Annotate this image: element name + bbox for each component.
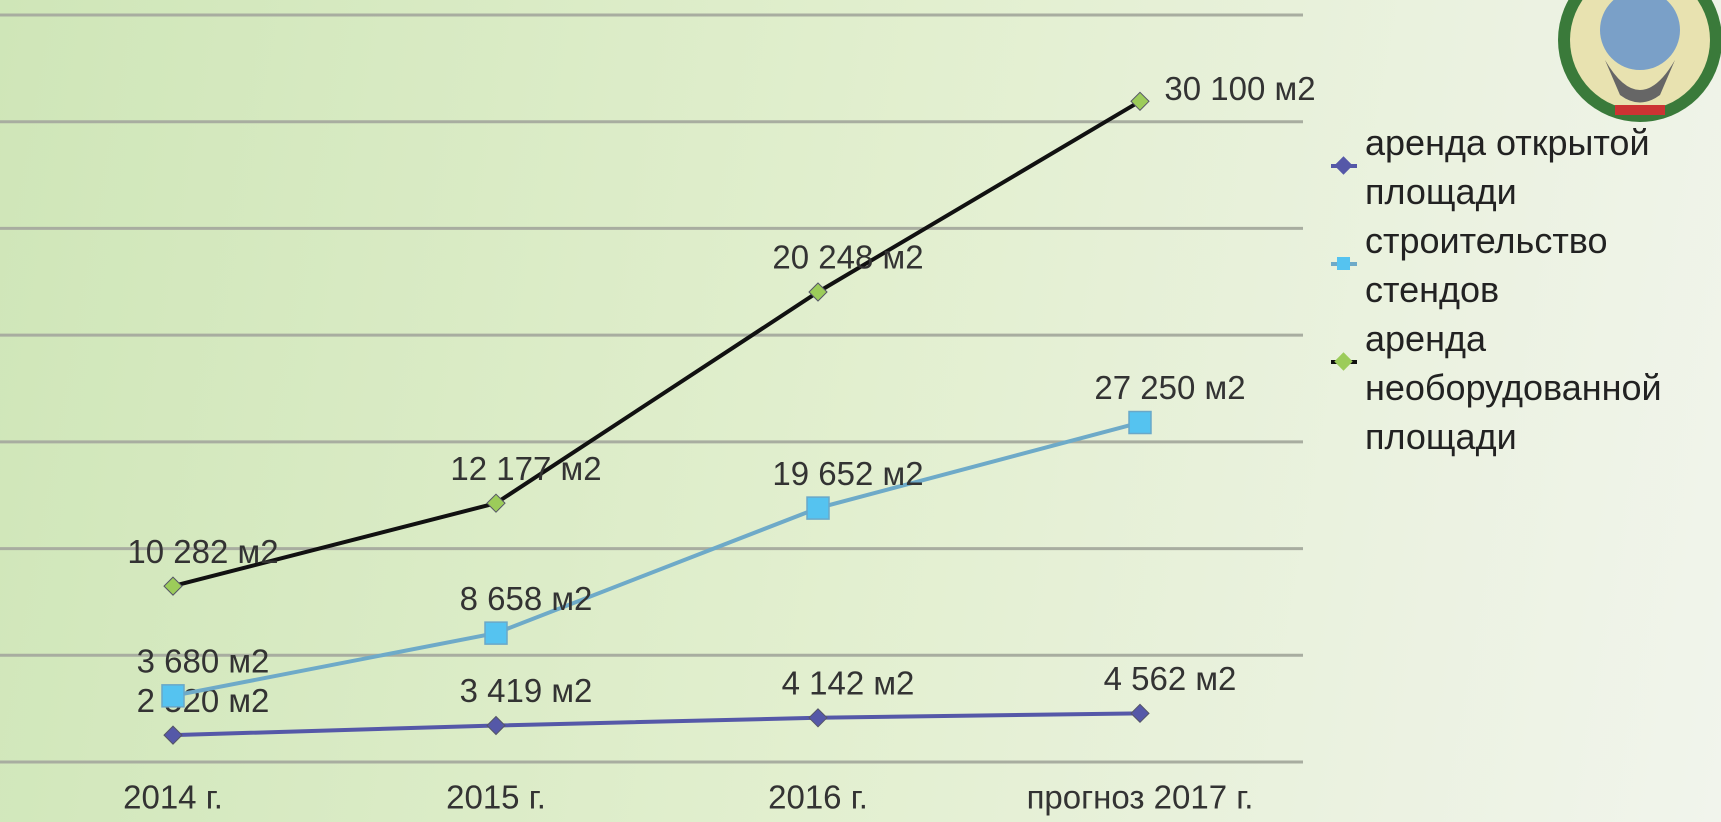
line [172,711,1141,738]
x-tick-label: 2015 г. [446,779,546,816]
marker [161,684,185,708]
marker [484,621,508,645]
marker [1130,91,1150,112]
data-label: 2 520 м2 [137,682,270,719]
legend-marker [1334,352,1353,371]
legend-item: строительство стендов [1325,216,1721,314]
marker [163,725,183,745]
line [172,420,1141,698]
data-label: 3 419 м2 [460,672,593,709]
data-label: 4 562 м2 [1104,660,1237,697]
data-label: 30 100 м2 [1164,70,1315,107]
x-tick-label: прогноз 2017 г. [1027,779,1254,816]
x-tick-label: 2014 г. [123,779,223,816]
marker [486,715,506,736]
legend-label: аренда необорудованной площади [1365,318,1662,457]
marker [1130,703,1150,724]
data-label: 27 250 м2 [1094,369,1245,406]
legend-item: аренда открытой площади [1325,118,1721,216]
marker [1128,410,1152,435]
legend-label: строительство стендов [1365,220,1608,310]
marker [808,708,828,728]
data-label: 19 652 м2 [772,455,923,492]
marker [486,493,506,513]
legend-label: аренда открытой площади [1365,122,1650,212]
data-label: 4 142 м2 [782,665,915,702]
data-label: 10 282 м2 [127,533,278,570]
data-label: 3 680 м2 [137,643,270,680]
data-label: 8 658 м2 [460,580,593,617]
legend: аренда открытой площади строительство сте… [1325,118,1721,461]
line [172,99,1142,589]
data-label: 20 248 м2 [772,239,923,276]
legend-marker [1337,257,1350,270]
data-label: 12 177 м2 [450,450,601,487]
marker [163,576,183,596]
marker [806,496,830,520]
marker [808,282,828,302]
emblem [1558,0,1721,122]
legend-item: аренда необорудованной площади [1325,314,1721,461]
legend-marker [1334,156,1353,175]
x-tick-label: 2016 г. [768,779,868,816]
